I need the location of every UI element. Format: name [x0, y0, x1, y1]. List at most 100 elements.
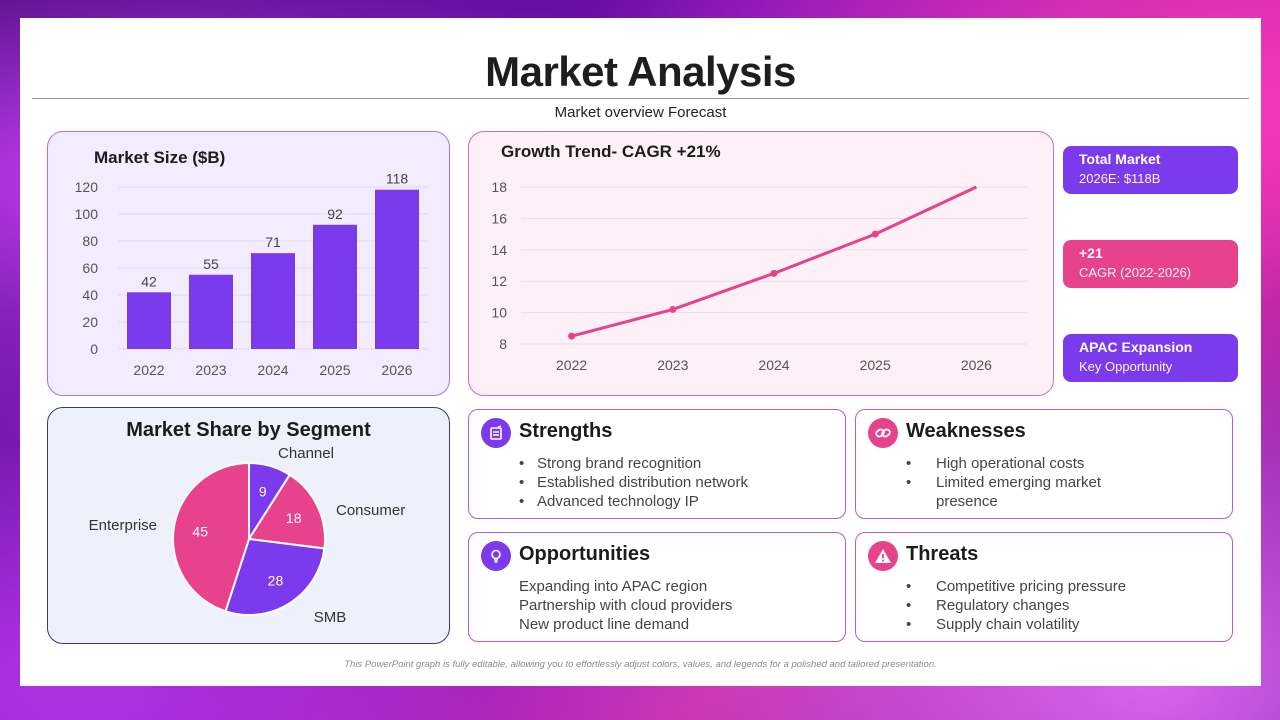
lightbulb-icon	[481, 541, 511, 571]
list-item: New product line demand	[519, 616, 690, 633]
kpi-title: Total Market	[1079, 151, 1161, 167]
list-item: Established distribution network	[519, 473, 748, 492]
kpi-title: APAC Expansion	[1079, 339, 1193, 355]
list-item-continued: presence	[936, 493, 998, 510]
page-title: Market Analysis	[485, 48, 796, 95]
opportunities-title: Opportunities	[519, 543, 651, 565]
list-item: Partnership with cloud providers	[519, 597, 733, 614]
bar	[375, 189, 419, 349]
slice-name-label: Channel	[278, 445, 334, 462]
data-point	[770, 269, 778, 277]
x-tick-label: 2023	[657, 357, 688, 373]
strengths-list: Strong brand recognition Established dis…	[519, 454, 748, 511]
slice-name-label: Consumer	[336, 502, 405, 519]
footer-note: This PowerPoint graph is fully editable,…	[344, 659, 937, 670]
data-label: 55	[203, 256, 219, 272]
data-label: 118	[386, 171, 409, 187]
y-tick-label: 40	[82, 287, 98, 303]
y-tick-label: 10	[491, 305, 507, 321]
data-label: 92	[327, 206, 343, 222]
y-tick-label: 60	[82, 260, 98, 276]
slice-name-label: SMB	[314, 609, 347, 626]
x-tick-label: 2025	[860, 357, 891, 373]
pie-slice	[172, 461, 250, 613]
x-tick-label: 2024	[257, 362, 288, 378]
x-tick-label: 2026	[961, 357, 992, 373]
line-chart: 8 10 12 14 16 18 2022 2023 2024 2025 2026	[491, 179, 1027, 373]
weaknesses-title: Weaknesses	[906, 420, 1026, 442]
kpi-apac-expansion: APAC Expansion Key Opportunity	[1063, 334, 1238, 382]
x-tick-label: 2024	[758, 357, 789, 373]
slice-value-label: 28	[268, 573, 284, 589]
data-point	[568, 332, 576, 340]
data-point	[871, 230, 879, 238]
title-divider	[32, 98, 1249, 99]
slice-value-label: 45	[192, 523, 208, 539]
y-tick-label: 20	[82, 314, 98, 330]
bar	[189, 274, 233, 349]
slide: Market Analysis Market overview Forecast…	[20, 18, 1261, 686]
y-tick-label: 0	[90, 341, 98, 357]
list-item: Limited emerging market	[906, 473, 1101, 492]
opportunities-list: Expanding into APAC region Partnership w…	[519, 577, 732, 634]
market-share-panel: Market Share by Segment 9 Channel 18 Consum…	[47, 407, 450, 644]
list-item: Regulatory changes	[906, 596, 1126, 615]
warning-icon	[868, 541, 898, 571]
y-tick-label: 16	[491, 210, 507, 226]
strengths-title: Strengths	[519, 420, 613, 442]
y-tick-label: 18	[491, 179, 507, 195]
page-number: 4	[1229, 668, 1236, 680]
list-item: Expanding into APAC region	[519, 578, 708, 595]
y-tick-label: 120	[75, 179, 99, 195]
line-chart-title: Growth Trend- CAGR +21%	[501, 142, 721, 161]
x-tick-label: 2023	[195, 362, 226, 378]
pie-chart-title: Market Share by Segment	[126, 419, 371, 441]
kpi-title: +21	[1079, 245, 1103, 261]
list-item: High operational costs	[906, 454, 1101, 473]
bar	[313, 224, 357, 349]
bar-chart-title: Market Size ($B)	[94, 148, 226, 167]
series-line	[571, 185, 978, 338]
x-tick-label: 2026	[381, 362, 412, 378]
kpi-subtitle: 2026E: $118B	[1079, 171, 1161, 186]
list-item: Strong brand recognition	[519, 454, 748, 473]
kpi-subtitle: Key Opportunity	[1079, 359, 1173, 374]
data-label: 71	[265, 234, 281, 250]
x-tick-label: 2022	[133, 362, 164, 378]
list-item: Advanced technology IP	[519, 492, 748, 511]
pie-slice	[247, 473, 326, 550]
threats-list: Competitive pricing pressure Regulatory …	[906, 577, 1126, 634]
slice-value-label: 9	[259, 484, 267, 500]
list-item: Competitive pricing pressure	[906, 577, 1126, 596]
bar	[127, 292, 171, 349]
kpi-total-market: Total Market 2026E: $118B	[1063, 146, 1238, 194]
swot-weaknesses-card: Weaknesses High operational costs Limite…	[855, 409, 1233, 519]
bar-chart: 0 20 40 60 80 100 120 42 2022 55 2023 71 2024 92 2025 1…	[75, 171, 428, 378]
weaknesses-list: High operational costs Limited emerging …	[906, 454, 1101, 511]
pie-slice	[224, 537, 326, 616]
bar	[251, 253, 295, 349]
swot-strengths-card: Strengths Strong brand recognition Estab…	[468, 409, 846, 519]
pie-chart: 9 Channel 18 Consumer 28 SMB 45 Enterprise	[89, 445, 406, 626]
kpi-cagr: +21 CAGR (2022-2026)	[1063, 240, 1238, 288]
y-tick-label: 12	[491, 273, 507, 289]
slice-name-label: Enterprise	[89, 517, 157, 534]
data-label: 42	[141, 273, 157, 289]
y-tick-label: 80	[82, 233, 98, 249]
threats-title: Threats	[906, 543, 979, 565]
x-tick-label: 2022	[556, 357, 587, 373]
kpi-subtitle: CAGR (2022-2026)	[1079, 265, 1191, 280]
list-item: Supply chain volatility	[906, 615, 1126, 634]
strengths-icon	[481, 418, 511, 448]
page-subtitle: Market overview Forecast	[554, 104, 727, 121]
growth-trend-panel: Growth Trend- CAGR +21% 8 10 12 14 16 18 2022 2…	[468, 131, 1054, 396]
slice-value-label: 18	[286, 510, 302, 526]
market-size-panel: Market Size ($B) 0 20 40 60 80 100 120 42 2022 55…	[47, 131, 450, 396]
y-tick-label: 14	[491, 242, 507, 258]
y-tick-label: 8	[499, 336, 507, 352]
x-tick-label: 2025	[319, 362, 350, 378]
y-tick-label: 100	[75, 206, 99, 222]
data-point	[669, 305, 677, 313]
swot-threats-card: Threats Competitive pricing pressure Reg…	[855, 532, 1233, 642]
swot-opportunities-card: Opportunities Expanding into APAC region…	[468, 532, 846, 642]
